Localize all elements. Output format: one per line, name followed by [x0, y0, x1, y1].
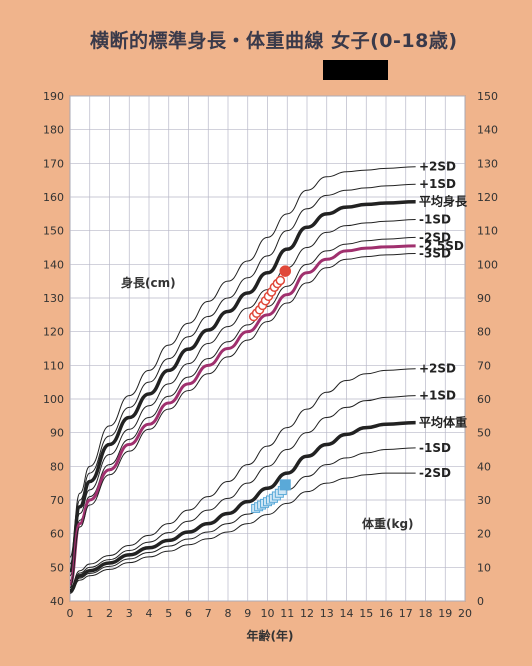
weight-label: -1SD: [419, 441, 451, 455]
height-curve--3SD: [69, 253, 416, 589]
left-tick-label: 110: [43, 359, 64, 372]
x-tick-label: 3: [126, 607, 133, 620]
height-curve-平均身長: [68, 199, 416, 573]
patient-data: [248, 265, 292, 513]
right-tick-label: 130: [477, 157, 498, 170]
left-tick-label: 190: [43, 90, 64, 103]
right-tick-label: 140: [477, 124, 498, 137]
weight-label: 平均体重: [419, 415, 467, 430]
left-tick-label: 50: [50, 561, 64, 574]
weight-curve--2SD: [69, 472, 416, 594]
x-tick-label: 2: [106, 607, 113, 620]
x-tick-label: 19: [438, 607, 452, 620]
right-tick-label: 90: [477, 292, 491, 305]
right-y-axis: 0 10 20 30 40 50 60 70 80 90 100 110 120 130 140 150: [477, 90, 498, 608]
weight-label: -2SD: [419, 466, 451, 480]
patient-height-marker: [275, 275, 286, 286]
x-tick-label: 12: [300, 607, 314, 620]
patient-weight-marker: [279, 479, 291, 491]
x-tick-label: 9: [244, 607, 251, 620]
height-label: +2SD: [419, 160, 456, 174]
redaction-box: [323, 60, 388, 80]
height-curve--2.5SD: [68, 244, 416, 586]
x-tick-label: 13: [320, 607, 334, 620]
patient-height-marker: [279, 265, 292, 277]
left-tick-label: 80: [50, 460, 64, 473]
right-tick-label: 40: [477, 460, 491, 473]
grid: [69, 95, 466, 602]
weight-curve--1SD: [69, 447, 416, 593]
right-tick-label: 10: [477, 561, 491, 574]
left-tick-label: 100: [43, 393, 64, 406]
x-axis-title: 年齢(年): [247, 628, 294, 643]
left-tick-label: 180: [43, 124, 64, 137]
right-tick-label: 150: [477, 90, 498, 103]
x-tick-label: 5: [165, 607, 172, 620]
curve-labels: +2SD+1SD平均身長-1SD-2SD-2.5SD-3SD+2SD+1SD平均…: [419, 160, 468, 480]
x-tick-label: 20: [458, 607, 472, 620]
right-tick-label: 60: [477, 393, 491, 406]
height-curve--1SD: [69, 219, 416, 577]
right-tick-label: 0: [477, 595, 484, 608]
weight-label: +1SD: [419, 389, 456, 403]
x-axis: 0 1 2 3 4 5 6 7 8 9 10 11 12 13 14 15 16 17 18 19 20: [67, 607, 473, 620]
x-tick-label: 18: [419, 607, 433, 620]
x-tick-label: 7: [205, 607, 212, 620]
curves: [68, 166, 416, 594]
left-tick-label: 120: [43, 326, 64, 339]
x-tick-label: 14: [340, 607, 354, 620]
weight-axis-title: 体重(kg): [362, 516, 414, 531]
left-tick-label: 40: [50, 595, 64, 608]
weight-label: +2SD: [419, 362, 456, 376]
right-tick-label: 20: [477, 528, 491, 541]
left-tick-label: 140: [43, 258, 64, 271]
x-tick-label: 4: [146, 607, 153, 620]
right-tick-label: 70: [477, 359, 491, 372]
height-curve-+2SD: [69, 166, 416, 558]
height-curve--2SD: [69, 236, 416, 582]
height-label: -2.5SD: [419, 239, 464, 253]
weight-curve-+2SD: [69, 368, 416, 589]
x-tick-label: 11: [280, 607, 294, 620]
x-tick-label: 10: [261, 607, 275, 620]
right-tick-label: 100: [477, 258, 498, 271]
x-tick-label: 17: [399, 607, 413, 620]
right-tick-label: 80: [477, 326, 491, 339]
x-tick-label: 16: [379, 607, 393, 620]
left-tick-label: 90: [50, 427, 64, 440]
left-tick-label: 170: [43, 157, 64, 170]
height-label: -3SD: [419, 247, 451, 261]
weight-curve-平均体重: [69, 420, 416, 593]
right-tick-label: 120: [477, 191, 498, 204]
x-tick-label: 0: [67, 607, 74, 620]
right-tick-label: 50: [477, 427, 491, 440]
x-tick-label: 15: [359, 607, 373, 620]
x-tick-label: 6: [185, 607, 192, 620]
left-tick-label: 150: [43, 225, 64, 238]
x-tick-label: 1: [86, 607, 93, 620]
chart-title: 横断的標準身長・体重曲線 女子(0-18歳): [90, 30, 458, 52]
height-axis-title: 身長(cm): [121, 275, 176, 290]
x-tick-label: 8: [225, 607, 232, 620]
left-tick-label: 160: [43, 191, 64, 204]
left-tick-label: 130: [43, 292, 64, 305]
left-tick-label: 60: [50, 528, 64, 541]
weight-curve-+1SD: [69, 395, 416, 590]
height-label: -2SD: [419, 230, 451, 244]
height-label: 平均身長: [419, 194, 468, 209]
height-label: -1SD: [419, 213, 451, 227]
left-tick-label: 70: [50, 494, 64, 507]
right-tick-label: 30: [477, 494, 491, 507]
height-label: +1SD: [419, 177, 456, 191]
left-y-axis: 40 50 60 70 80 90 100 110 120 130 140 150 160 170 180 1…: [43, 90, 64, 608]
height-curve-+1SD: [69, 183, 416, 565]
right-tick-label: 110: [477, 225, 498, 238]
